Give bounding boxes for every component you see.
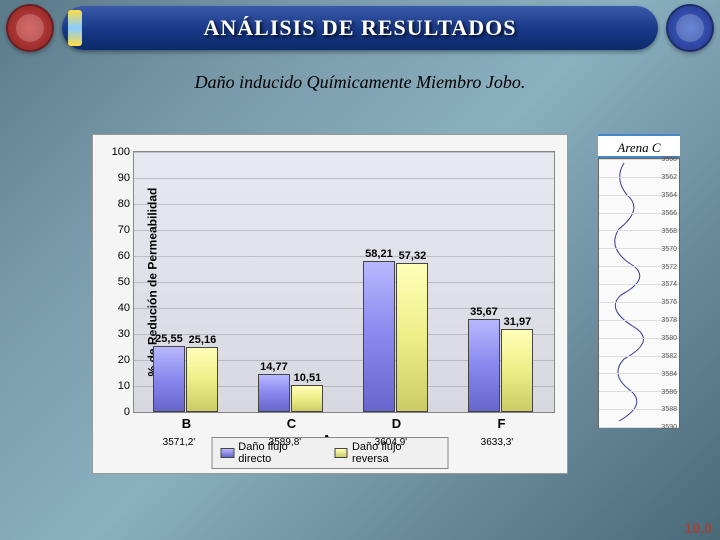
bar-reversa: 57,32 (396, 263, 428, 412)
bar-group: 25,5525,16B (147, 152, 227, 412)
well-log-label: Arena C (598, 134, 680, 158)
header-bar: ANÁLISIS DE RESULTADOS (0, 0, 720, 56)
y-tick-label: 20 (118, 354, 130, 366)
slide-number: 10.0 (685, 520, 712, 536)
depth-label: 3604,9' (375, 437, 408, 448)
chart-legend: Daño flujo directo Daño flujo reversa (212, 437, 449, 469)
bar-directo: 35,67 (468, 319, 500, 412)
legend-swatch-reversa (334, 448, 348, 458)
bar-value-label: 25,16 (189, 334, 217, 346)
log-depth-tick: 3574 (661, 281, 677, 288)
bar-directo: 58,21 (363, 261, 395, 412)
y-tick-label: 60 (118, 250, 130, 262)
log-depth-tick: 3572 (661, 264, 677, 271)
y-tick-label: 90 (118, 172, 130, 184)
legend-swatch-directo (221, 448, 235, 458)
slide-title: ANÁLISIS DE RESULTADOS (204, 15, 517, 41)
bar-reversa: 25,16 (186, 347, 218, 412)
depth-label: 3589,8' (269, 437, 302, 448)
depth-label: 3571,2' (163, 437, 196, 448)
plot-area: % de Redución de Permeabilidad Arenas 01… (133, 151, 555, 413)
log-depth-tick: 3568 (661, 228, 677, 235)
log-depth-tick: 3562 (661, 174, 677, 181)
bar-directo: 25,55 (153, 346, 185, 412)
log-depth-tick: 3566 (661, 210, 677, 217)
log-depth-tick: 3586 (661, 389, 677, 396)
right-crest-icon (666, 4, 714, 52)
bar-value-label: 58,21 (365, 248, 393, 260)
y-tick-label: 30 (118, 328, 130, 340)
bar-group: 35,6731,97F (462, 152, 542, 412)
bar-directo: 14,77 (258, 374, 290, 412)
category-label: D (392, 416, 401, 431)
log-depth-tick: 3576 (661, 299, 677, 306)
log-depth-tick: 3570 (661, 246, 677, 253)
log-depth-tick: 3564 (661, 192, 677, 199)
depth-label: 3633,3' (481, 437, 514, 448)
banner-stripe (68, 10, 82, 46)
bar-reversa: 10,51 (291, 385, 323, 412)
left-crest-icon (6, 4, 54, 52)
log-depth-tick: 3560 (661, 156, 677, 163)
bar-value-label: 35,67 (470, 306, 498, 318)
log-depth-tick: 3578 (661, 317, 677, 324)
y-tick-label: 10 (118, 380, 130, 392)
category-label: B (182, 416, 191, 431)
bar-reversa: 31,97 (501, 329, 533, 412)
log-depth-tick: 3582 (661, 353, 677, 360)
y-tick-label: 100 (112, 146, 130, 158)
title-banner: ANÁLISIS DE RESULTADOS (62, 6, 658, 50)
category-label: C (287, 416, 296, 431)
bar-group: 58,2157,32D (357, 152, 437, 412)
y-tick-label: 40 (118, 302, 130, 314)
bar-value-label: 31,97 (504, 316, 532, 328)
log-depth-tick: 3588 (661, 406, 677, 413)
log-depth-tick: 3580 (661, 335, 677, 342)
y-tick-label: 80 (118, 198, 130, 210)
y-tick-label: 0 (124, 406, 130, 418)
log-depth-tick: 3584 (661, 371, 677, 378)
bar-group: 14,7710,51C (252, 152, 332, 412)
gridline (134, 412, 554, 413)
y-tick-label: 70 (118, 224, 130, 236)
bar-value-label: 57,32 (399, 250, 427, 262)
y-tick-label: 50 (118, 276, 130, 288)
bar-value-label: 25,55 (155, 333, 183, 345)
bar-value-label: 10,51 (294, 372, 322, 384)
chart-panel: % de Redución de Permeabilidad Arenas 01… (92, 134, 568, 474)
well-log-track: 3560 3562 3564 3566 3568 3570 3572 3574 3576 3578… (598, 158, 680, 428)
slide-root: ANÁLISIS DE RESULTADOS Daño inducido Quí… (0, 0, 720, 540)
log-depth-tick: 3590 (661, 424, 677, 431)
bar-value-label: 14,77 (260, 361, 288, 373)
category-label: F (498, 416, 506, 431)
slide-subtitle: Daño inducido Químicamente Miembro Jobo. (150, 72, 570, 93)
